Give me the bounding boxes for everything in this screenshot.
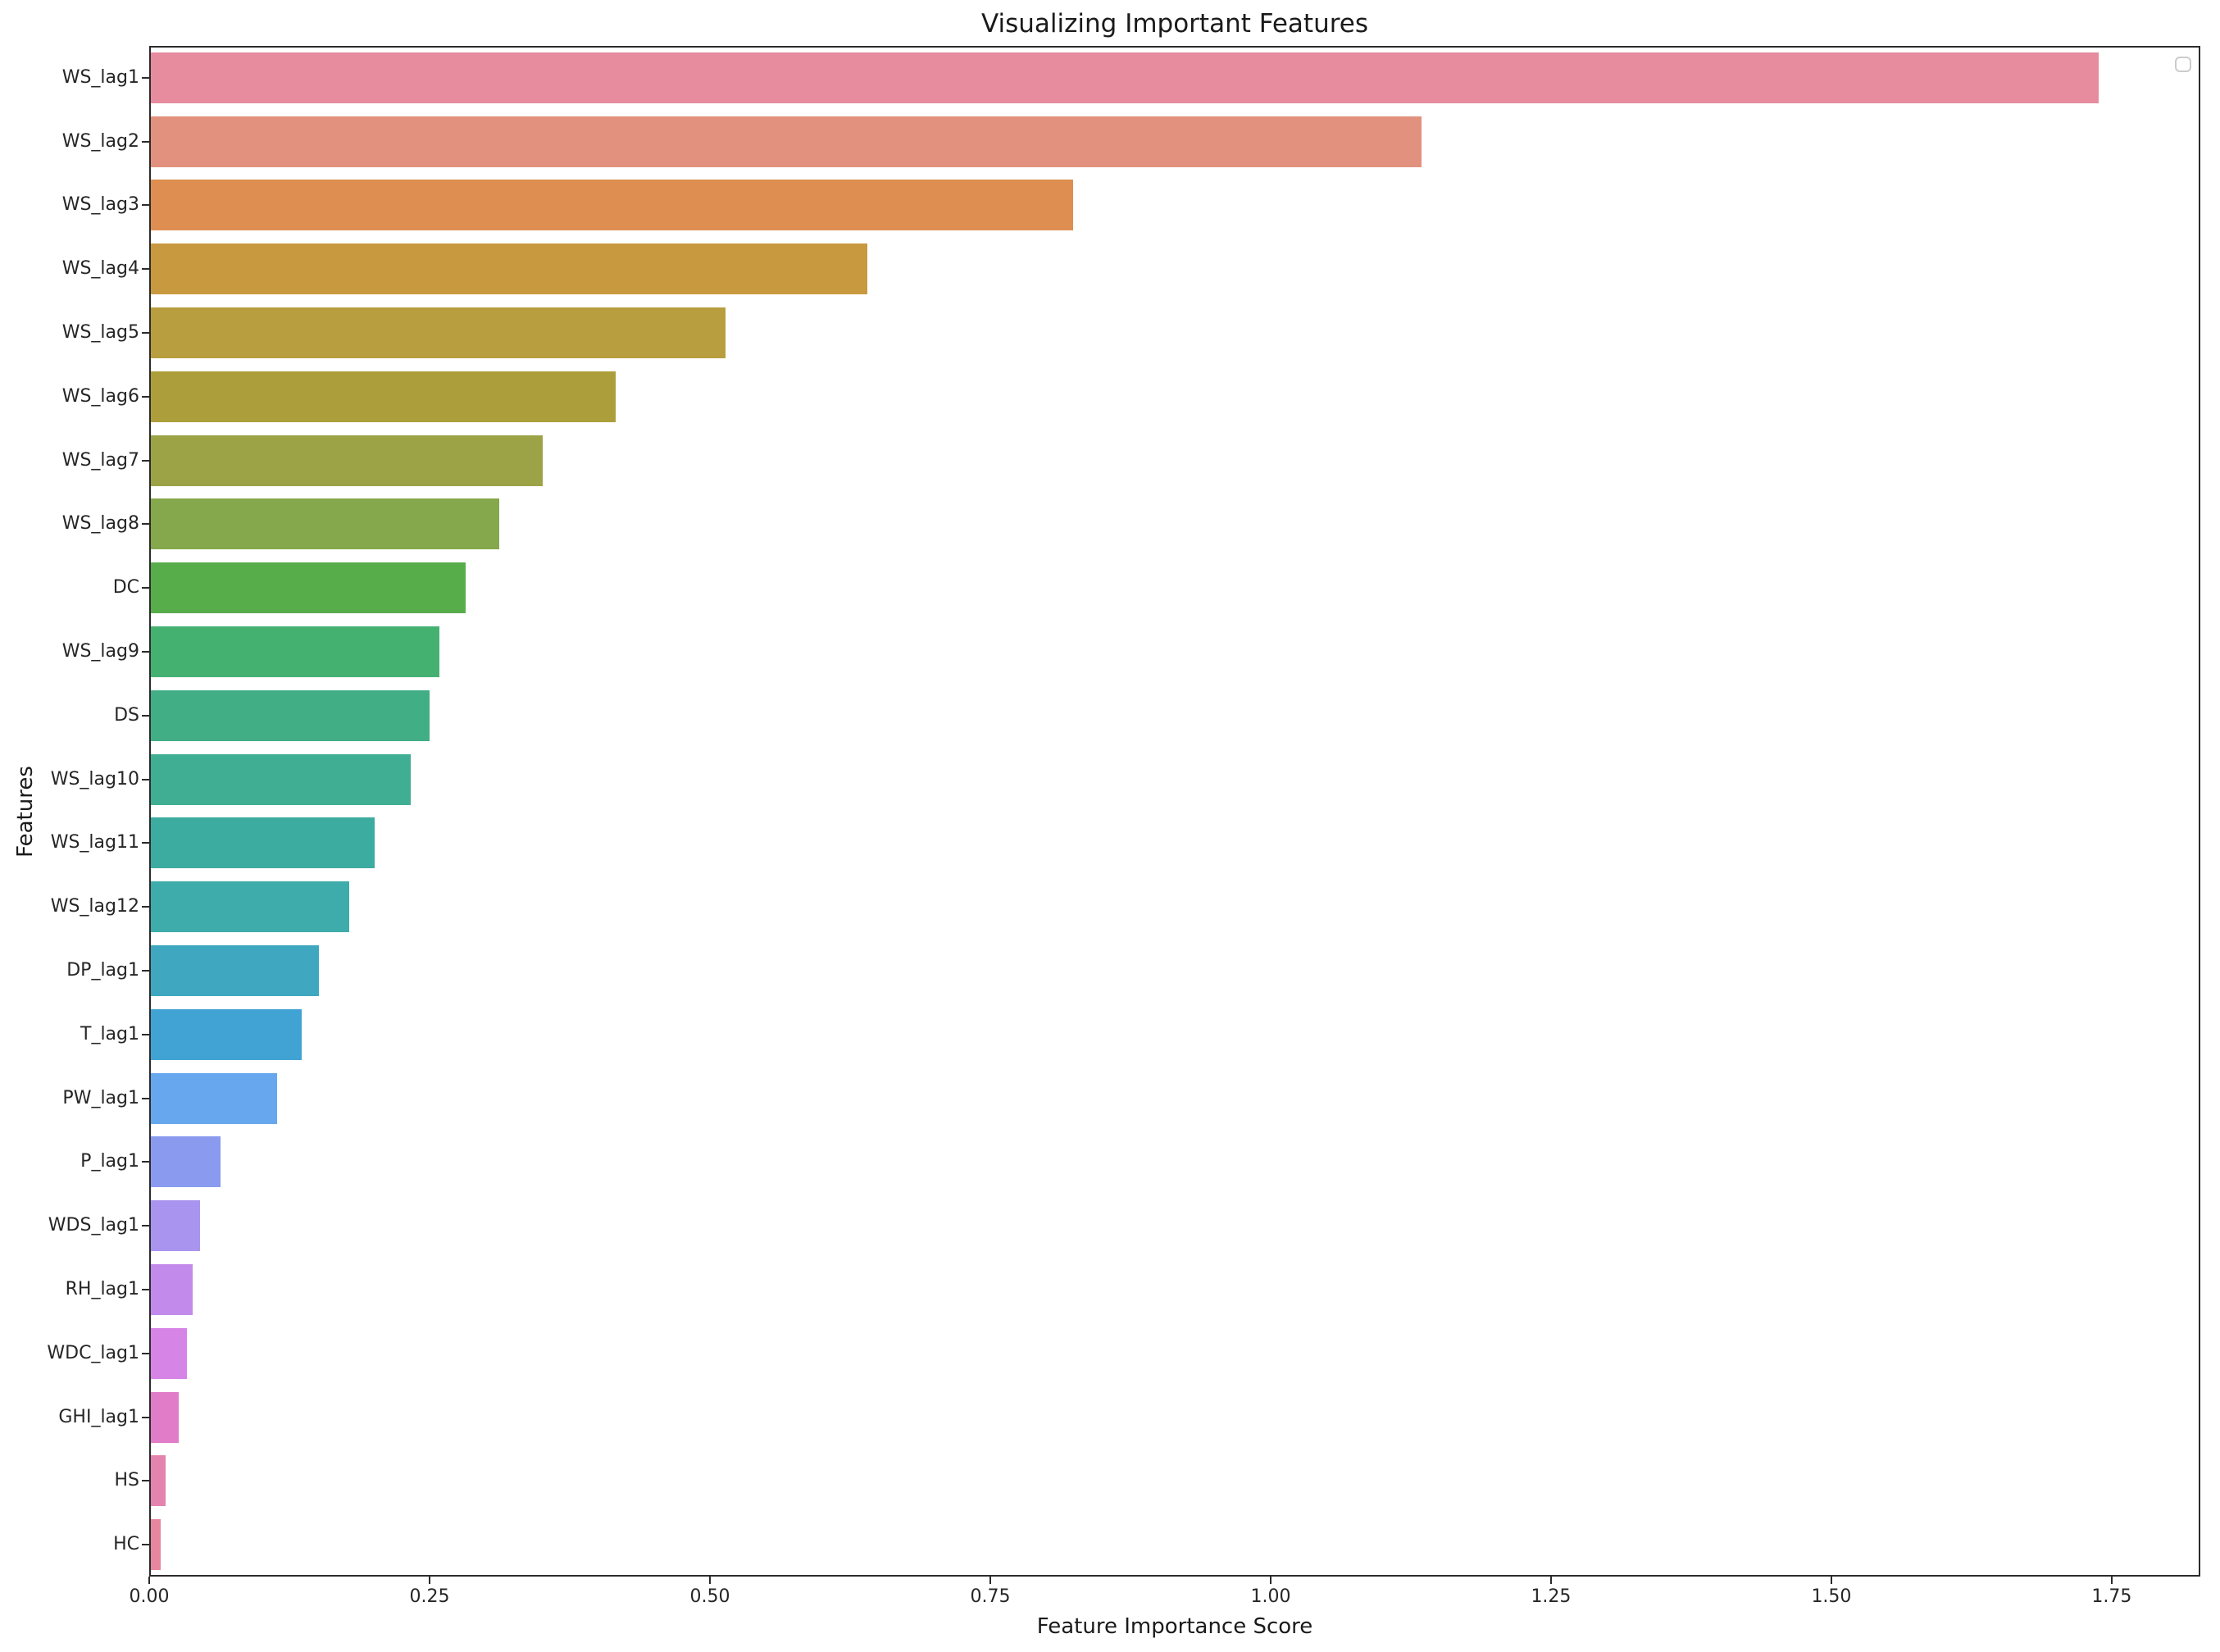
bar-PW_lag1 — [151, 1072, 278, 1124]
y-tick-label-WS_lag11: WS_lag11 — [50, 832, 139, 853]
x-tick-label-0.50: 0.50 — [689, 1586, 730, 1607]
y-tick-label-GHI_lag1: GHI_lag1 — [58, 1406, 139, 1427]
bar-HC — [151, 1519, 161, 1571]
x-tick-mark — [1549, 1577, 1552, 1584]
y-tick-mark — [142, 1161, 149, 1163]
bar-DP_lag1 — [151, 944, 319, 996]
bar-WS_lag9 — [151, 626, 440, 678]
y-tick-label-WS_lag5: WS_lag5 — [61, 322, 139, 344]
y-tick-label-WDS_lag1: WDS_lag1 — [48, 1215, 139, 1236]
y-tick-label-WS_lag6: WS_lag6 — [61, 385, 139, 407]
bar-WS_lag11 — [151, 817, 375, 869]
bar-WS_lag5 — [151, 307, 726, 359]
plot-area — [149, 46, 2200, 1577]
bar-WS_lag1 — [151, 52, 2099, 103]
x-tick-label-1.50: 1.50 — [1811, 1586, 1852, 1607]
y-tick-mark — [142, 1544, 149, 1546]
bar-WS_lag2 — [151, 116, 1422, 167]
bar-WDS_lag1 — [151, 1200, 201, 1252]
y-tick-label-DP_lag1: DP_lag1 — [66, 959, 139, 981]
y-tick-mark — [142, 969, 149, 972]
x-tick-label-0.75: 0.75 — [970, 1586, 1011, 1607]
y-tick-mark — [142, 1097, 149, 1099]
y-tick-mark — [142, 587, 149, 589]
y-tick-label-HS: HS — [114, 1470, 139, 1491]
bar-P_lag1 — [151, 1136, 221, 1188]
y-tick-label-WS_lag8: WS_lag8 — [61, 513, 139, 535]
bar-DC — [151, 562, 466, 614]
bar-GHI_lag1 — [151, 1391, 180, 1443]
x-tick-mark — [1830, 1577, 1832, 1584]
x-tick-label-0.00: 0.00 — [129, 1586, 170, 1607]
legend-box — [2175, 57, 2191, 72]
y-tick-mark — [142, 332, 149, 334]
y-tick-mark — [142, 1225, 149, 1227]
bar-WDC_lag1 — [151, 1327, 187, 1379]
bar-RH_lag1 — [151, 1263, 193, 1315]
y-tick-mark — [142, 204, 149, 207]
x-tick-label-1.25: 1.25 — [1531, 1586, 1572, 1607]
x-tick-label-1.00: 1.00 — [1250, 1586, 1291, 1607]
x-tick-mark — [2110, 1577, 2113, 1584]
bar-WS_lag10 — [151, 753, 411, 805]
y-tick-mark — [142, 1033, 149, 1035]
y-tick-label-WS_lag4: WS_lag4 — [61, 258, 139, 280]
y-tick-label-WS_lag3: WS_lag3 — [61, 194, 139, 216]
y-tick-label-DS: DS — [114, 704, 139, 726]
bar-HS — [151, 1455, 166, 1507]
y-tick-label-WS_lag12: WS_lag12 — [50, 896, 139, 917]
y-tick-mark — [142, 778, 149, 780]
bar-T_lag1 — [151, 1008, 303, 1060]
x-tick-mark — [708, 1577, 711, 1584]
y-tick-label-WS_lag2: WS_lag2 — [61, 130, 139, 152]
y-tick-mark — [142, 395, 149, 398]
x-tick-mark — [989, 1577, 991, 1584]
y-tick-mark — [142, 842, 149, 844]
bar-WS_lag6 — [151, 371, 616, 422]
y-tick-label-PW_lag1: PW_lag1 — [62, 1087, 139, 1108]
y-tick-mark — [142, 906, 149, 908]
y-tick-label-WDC_lag1: WDC_lag1 — [47, 1342, 139, 1363]
x-tick-mark — [1269, 1577, 1271, 1584]
y-tick-label-WS_lag7: WS_lag7 — [61, 449, 139, 471]
y-tick-label-T_lag1: T_lag1 — [80, 1023, 139, 1044]
y-tick-mark — [142, 523, 149, 526]
x-tick-label-1.75: 1.75 — [2091, 1586, 2132, 1607]
bar-WS_lag7 — [151, 435, 544, 486]
x-tick-label-0.25: 0.25 — [409, 1586, 450, 1607]
y-tick-mark — [142, 1352, 149, 1354]
x-tick-mark — [148, 1577, 150, 1584]
y-tick-mark — [142, 1480, 149, 1482]
bar-WS_lag4 — [151, 243, 868, 295]
y-tick-mark — [142, 1416, 149, 1418]
y-tick-label-HC: HC — [113, 1534, 139, 1555]
x-axis-label: Feature Importance Score — [1036, 1614, 1313, 1639]
y-tick-mark — [142, 459, 149, 462]
y-tick-label-DC: DC — [112, 577, 139, 598]
y-tick-mark — [142, 268, 149, 271]
bar-WS_lag12 — [151, 881, 349, 933]
y-tick-label-WS_lag9: WS_lag9 — [61, 641, 139, 662]
chart-title: Visualizing Important Features — [980, 9, 1369, 39]
y-tick-label-P_lag1: P_lag1 — [80, 1151, 139, 1172]
y-tick-mark — [142, 651, 149, 653]
bar-WS_lag3 — [151, 180, 1074, 231]
y-tick-label-WS_lag10: WS_lag10 — [50, 768, 139, 790]
y-tick-label-WS_lag1: WS_lag1 — [61, 66, 139, 88]
bar-WS_lag8 — [151, 498, 499, 550]
y-tick-mark — [142, 714, 149, 717]
bar-DS — [151, 689, 430, 741]
y-tick-mark — [142, 76, 149, 79]
y-axis-label: Features — [13, 766, 38, 858]
y-tick-mark — [142, 140, 149, 143]
y-tick-mark — [142, 1288, 149, 1290]
y-tick-label-RH_lag1: RH_lag1 — [65, 1278, 139, 1299]
x-tick-mark — [428, 1577, 430, 1584]
